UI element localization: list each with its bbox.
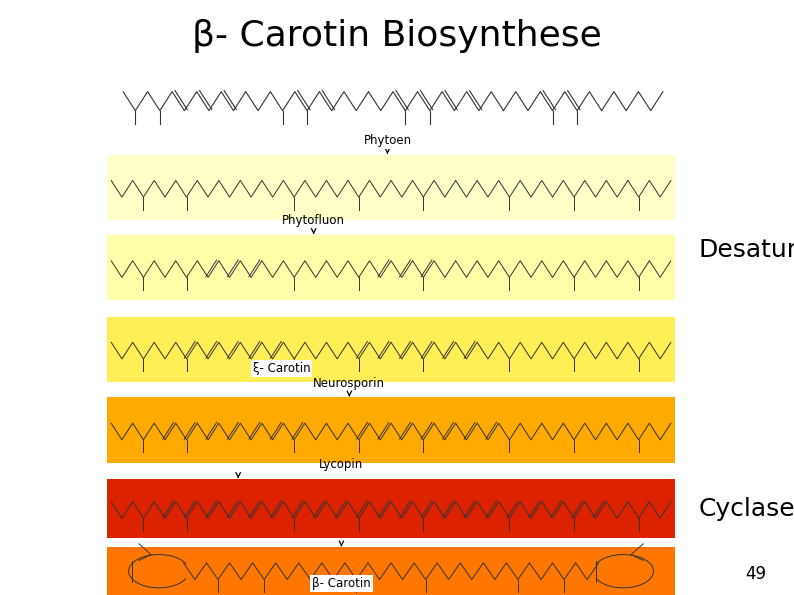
Text: Desaturasen: Desaturasen [699,238,794,262]
Text: Phytofluon: Phytofluon [282,214,345,227]
Bar [107,235,675,300]
Text: Phytoen: Phytoen [364,134,411,147]
Text: β- Carotin Biosynthese: β- Carotin Biosynthese [192,19,602,53]
Bar [107,479,675,538]
Text: β- Carotin: β- Carotin [312,577,371,590]
Bar [107,317,675,382]
Text: ξ- Carotin: ξ- Carotin [253,362,310,375]
Bar [107,547,675,595]
Bar [107,397,675,463]
Bar [107,155,675,220]
Text: Cyclase: Cyclase [699,497,794,521]
Text: 49: 49 [746,565,766,583]
Text: Neurosporin: Neurosporin [314,377,385,390]
Text: Lycopin: Lycopin [319,458,364,471]
